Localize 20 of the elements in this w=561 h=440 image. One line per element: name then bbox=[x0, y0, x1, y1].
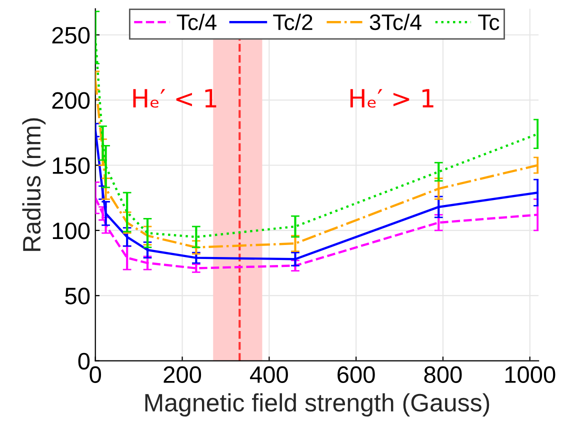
y-tick-label: 50 bbox=[65, 288, 90, 304]
legend-label: 3Tc/4 bbox=[370, 14, 422, 30]
legend-label: Tc bbox=[478, 14, 500, 30]
annotation: Hₑ′ < 1 bbox=[133, 89, 216, 108]
y-tick-label: 100 bbox=[52, 222, 90, 240]
y-tick-label: 250 bbox=[52, 26, 90, 44]
x-tick-label: 0 bbox=[90, 366, 102, 384]
x-axis-title: Magnetic field strength (Gauss) bbox=[145, 393, 490, 417]
x-tick-label: 200 bbox=[164, 366, 202, 384]
y-tick-label: 150 bbox=[52, 157, 90, 174]
x-tick-label: 400 bbox=[250, 366, 288, 384]
y-tick-label: 200 bbox=[52, 92, 90, 109]
x-tick-label: 1000 bbox=[505, 366, 556, 384]
legend-label: Tc/4 bbox=[176, 14, 216, 30]
y-tick-label: 0 bbox=[78, 352, 90, 370]
legend-label: Tc/2 bbox=[273, 14, 312, 30]
y-axis-title: Radius (nm) bbox=[22, 118, 46, 251]
x-tick-label: 600 bbox=[338, 366, 375, 384]
x-tick-label: 800 bbox=[424, 366, 462, 384]
annotation: Hₑ′ > 1 bbox=[350, 89, 434, 108]
